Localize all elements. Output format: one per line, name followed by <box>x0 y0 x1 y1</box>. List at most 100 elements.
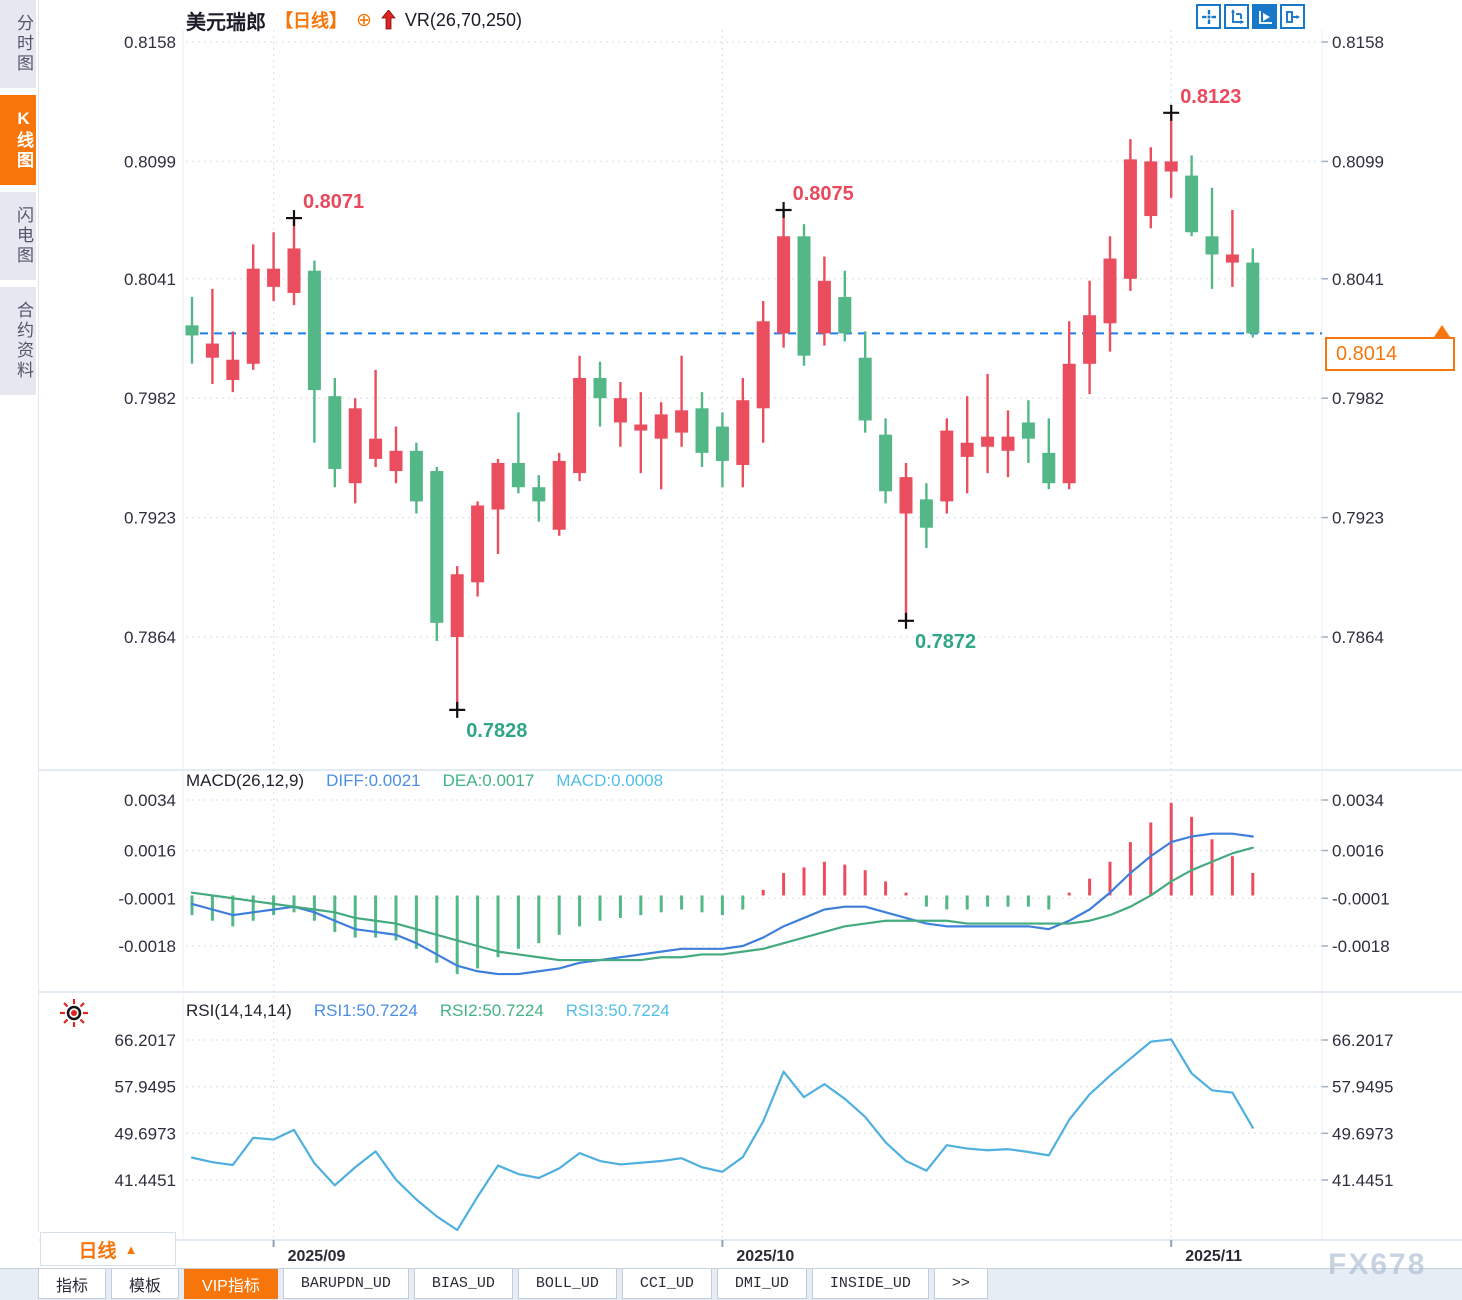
y-axis-label-right: 57.9495 <box>1332 1078 1393 1097</box>
indicator-tab-[interactable]: 模板 <box>111 1269 180 1299</box>
indicator-tab-boll_ud[interactable]: BOLL_UD <box>517 1269 617 1299</box>
x-axis-month-label: 2025/10 <box>736 1248 794 1265</box>
candle-body <box>1225 254 1239 263</box>
rsi-line <box>190 1038 1254 1232</box>
export-panel-icon[interactable] <box>1280 4 1305 29</box>
scale-axis-icon[interactable] <box>1224 4 1249 29</box>
y-axis-label-right: 0.7864 <box>1332 628 1384 647</box>
y-axis-label-left: 0.8041 <box>124 270 176 289</box>
y-axis-label-left: 0.8158 <box>124 33 176 52</box>
play-axis-icon[interactable] <box>1252 4 1277 29</box>
candle-body <box>348 408 362 484</box>
candle-body <box>1083 315 1097 364</box>
y-axis-label-right: 0.8099 <box>1332 152 1384 171</box>
y-axis-label-right: 0.8041 <box>1332 270 1384 289</box>
candle-body <box>838 297 852 334</box>
indicator-tab-inside_ud[interactable]: INSIDE_UD <box>811 1269 929 1299</box>
indicator-tab-bias_ud[interactable]: BIAS_UD <box>413 1269 513 1299</box>
rsi-title: RSI(14,14,14) <box>186 1001 292 1020</box>
up-arrow-icon <box>381 10 396 30</box>
candle-body <box>369 438 383 459</box>
candle-body <box>511 462 525 488</box>
rsi3-value: RSI3:50.7224 <box>565 1001 670 1020</box>
candle-body <box>205 343 219 358</box>
candle-body <box>981 436 995 447</box>
candle-body <box>899 477 913 514</box>
candle-body <box>532 487 546 502</box>
candle-body <box>593 377 607 399</box>
candle-body <box>287 248 301 293</box>
y-axis-label-right: -0.0001 <box>1332 889 1390 908</box>
candle-body <box>1021 422 1035 439</box>
candle-body <box>226 359 240 380</box>
y-axis-label-left: 66.2017 <box>115 1031 176 1050</box>
y-axis-label-right: 0.7982 <box>1332 389 1384 408</box>
candle-body <box>1001 436 1015 451</box>
x-axis-month-label: 2025/09 <box>288 1248 346 1265</box>
indicator-tab-cci_ud[interactable]: CCI_UD <box>621 1269 712 1299</box>
candle-body <box>450 574 464 637</box>
chart-toolbar <box>1196 4 1305 29</box>
candle-body <box>817 280 831 334</box>
move-crosshair-icon[interactable] <box>1196 4 1221 29</box>
indicator-tab-[interactable]: 指标 <box>38 1269 107 1299</box>
sidebar-tab-2[interactable]: 闪电图 <box>0 192 36 280</box>
candle-body <box>1205 236 1219 255</box>
y-axis-label-right: 41.4451 <box>1332 1171 1393 1190</box>
candle-body <box>858 357 872 421</box>
rsi1-value: RSI1:50.7224 <box>313 1001 418 1020</box>
candle-body <box>715 426 729 461</box>
candle-body <box>430 471 444 623</box>
candle-body <box>491 462 505 510</box>
candle-body <box>246 268 260 364</box>
macd-dea-line <box>190 846 1254 962</box>
y-axis-label-left: -0.0018 <box>118 937 176 956</box>
indicator-tab->>[interactable]: >> <box>933 1269 988 1299</box>
y-axis-label-right: 66.2017 <box>1332 1031 1393 1050</box>
chart-title-bar: 美元瑞郎 【日线】 ⊕ VR(26,70,250) <box>186 6 522 34</box>
indicator-tab-dmi_ud[interactable]: DMI_UD <box>716 1269 807 1299</box>
indicator-tab-barupdn_ud[interactable]: BARUPDN_UD <box>282 1269 409 1299</box>
macd-diff-line <box>190 832 1254 976</box>
candle-body <box>1123 159 1137 279</box>
macd-header: MACD(26,12,9) DIFF:0.0021 DEA:0.0017 MAC… <box>186 771 663 791</box>
candle-body <box>552 460 566 530</box>
candle-body <box>1185 175 1199 233</box>
y-axis-label-right: 0.0016 <box>1332 842 1384 861</box>
sidebar-tab-3[interactable]: 合约资料 <box>0 287 36 395</box>
candle-body <box>919 499 933 528</box>
candle-body <box>328 396 342 470</box>
y-axis-label-left: 0.0016 <box>124 842 176 861</box>
sidebar-tab-1[interactable]: K线图 <box>0 95 36 185</box>
candle-body <box>307 270 321 391</box>
period-selector[interactable]: 日线 ▲ <box>40 1232 176 1266</box>
y-axis-label-left: 49.6973 <box>115 1124 176 1143</box>
y-axis-label-left: 41.4451 <box>115 1171 176 1190</box>
extreme-price-label: 0.7828 <box>466 720 527 742</box>
candle-body <box>1042 452 1056 484</box>
candle-body <box>389 450 403 472</box>
candle-body <box>267 268 281 287</box>
extreme-price-label: 0.8071 <box>303 191 364 213</box>
candle-body <box>1103 258 1117 324</box>
vr-indicator-label: VR(26,70,250) <box>404 9 522 30</box>
y-axis-label-right: -0.0018 <box>1332 937 1390 956</box>
period-selector-arrow-icon: ▲ <box>124 1241 138 1257</box>
candle-body <box>960 442 974 457</box>
macd-diff-value: DIFF:0.0021 <box>326 771 421 790</box>
candle-body <box>1164 161 1178 172</box>
candle-body <box>797 236 811 356</box>
macd-macd-value: MACD:0.0008 <box>556 771 664 790</box>
candle-body <box>185 325 199 336</box>
add-indicator-icon[interactable]: ⊕ <box>356 9 372 31</box>
y-axis-label-left: -0.0001 <box>118 889 176 908</box>
sidebar-tab-0[interactable]: 分时图 <box>0 0 36 88</box>
candle-body <box>634 424 648 431</box>
rsi-header: RSI(14,14,14) RSI1:50.7224 RSI2:50.7224 … <box>186 1001 670 1021</box>
x-axis-month-label: 2025/11 <box>1185 1248 1242 1265</box>
indicator-tab-vip[interactable]: VIP指标 <box>184 1269 278 1299</box>
y-axis-label-right: 0.7923 <box>1332 509 1384 528</box>
y-axis-label-right: 49.6973 <box>1332 1124 1393 1143</box>
